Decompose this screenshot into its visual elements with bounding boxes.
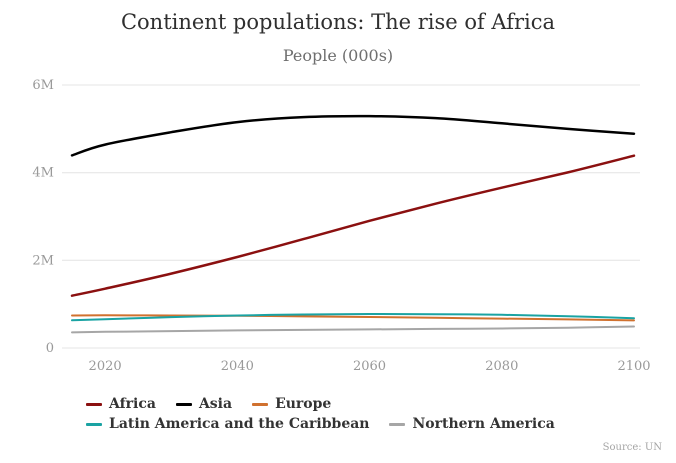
legend-label-latin-america: Latin America and the Caribbean (109, 416, 370, 432)
legend-label-africa: Africa (109, 396, 156, 412)
source-credit: Source: UN (602, 442, 662, 453)
legend-swatch-latin-america (86, 422, 102, 426)
x-axis-tick-label: 2080 (485, 359, 518, 374)
series-line-northern-america[interactable] (71, 325, 635, 334)
series-line-europe[interactable] (71, 314, 635, 322)
legend-swatch-europe (252, 402, 269, 406)
legend-item-asia[interactable]: Asia (175, 396, 233, 412)
legend-label-northern-america: Northern America (412, 416, 555, 432)
chart-legend: Africa Asia Europe Latin America and the Ca… (86, 396, 631, 432)
legend-label-asia: Asia (198, 396, 233, 412)
chart-title: Continent populations: The rise of Afric… (120, 10, 556, 34)
y-axis-tick-label: 4M (32, 166, 54, 181)
x-axis-tick-label: 2060 (353, 359, 386, 374)
series-line-latin-america[interactable] (71, 312, 635, 322)
series-line-africa[interactable] (70, 154, 636, 297)
legend-swatch-asia (175, 402, 192, 406)
x-axis-tick-label: 2040 (221, 359, 254, 374)
legend-item-latin-america[interactable]: Latin America and the Caribbean (86, 416, 369, 432)
y-axis-tick-label: 6M (32, 78, 54, 93)
y-axis-tick-label: 2M (32, 253, 54, 268)
x-axis-tick-label: 2020 (89, 359, 122, 374)
legend-swatch-northern-america (389, 422, 406, 426)
x-axis-tick-label: 2100 (617, 359, 650, 374)
series-line-asia[interactable] (70, 114, 636, 157)
legend-swatch-africa (86, 402, 102, 406)
legend-label-europe: Europe (275, 396, 332, 412)
legend-item-africa[interactable]: Africa (86, 396, 156, 412)
y-axis-tick-label: 0 (46, 341, 54, 356)
legend-item-northern-america[interactable]: Northern America (389, 416, 555, 432)
legend-item-europe[interactable]: Europe (252, 396, 331, 412)
chart-subtitle: People (000s) (282, 46, 394, 65)
population-line-chart: 0 2M 4M 6M 2020 2040 2060 2080 2100 (32, 78, 650, 374)
